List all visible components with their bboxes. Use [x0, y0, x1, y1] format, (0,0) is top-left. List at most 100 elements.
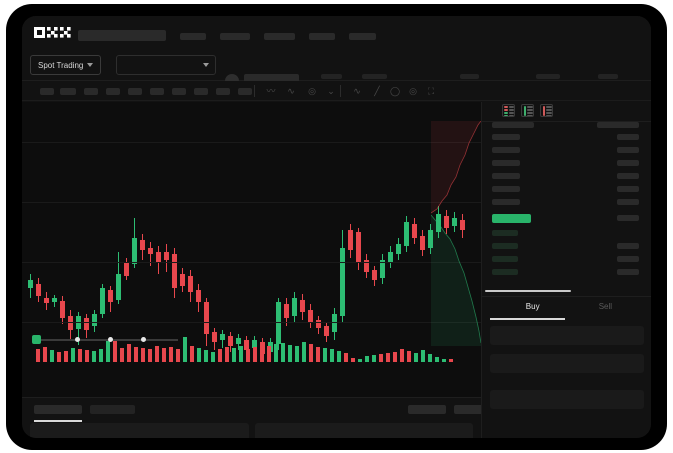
- orderbook-bid-row[interactable]: [492, 269, 518, 275]
- logo-o-glyph: [34, 27, 45, 38]
- orderbook-view-toggles: [502, 104, 553, 117]
- slider-handle[interactable]: [32, 335, 41, 344]
- orderbook-spread-size: [617, 215, 639, 221]
- trading-mode-button[interactable]: Spot Trading: [30, 55, 102, 75]
- order-book-panel: Buy Sell: [481, 102, 651, 438]
- volume-histogram: [36, 337, 453, 362]
- btm-action-1[interactable]: [408, 405, 446, 414]
- toolbar-divider: [340, 85, 341, 97]
- stat-label: [536, 74, 560, 79]
- orderbook-bid-size[interactable]: [617, 243, 639, 249]
- orderbook-bid-size[interactable]: [617, 269, 639, 275]
- orderbook-ask-size[interactable]: [617, 147, 639, 153]
- alert-icon[interactable]: ◎: [308, 86, 316, 96]
- order-book-rows[interactable]: [482, 121, 651, 294]
- order-book-scrollbar[interactable]: [485, 290, 571, 292]
- tool-interval-6[interactable]: [150, 88, 164, 95]
- gridline: [22, 322, 481, 323]
- tool-interval-3[interactable]: [84, 88, 98, 95]
- indicator-icon[interactable]: 〰: [266, 86, 276, 96]
- nav-item-1[interactable]: [180, 33, 206, 40]
- fullscreen-icon[interactable]: ⛶: [427, 86, 435, 96]
- orderbook-ask-row[interactable]: [492, 186, 520, 192]
- gridline: [22, 262, 481, 263]
- btm-action-2[interactable]: [454, 405, 492, 414]
- order-total-field[interactable]: [490, 390, 644, 409]
- nav-item-3[interactable]: [264, 33, 295, 40]
- tool-interval-5[interactable]: [128, 88, 142, 95]
- orderbook-header-right: [597, 122, 639, 128]
- bottom-panels: [22, 423, 481, 438]
- trading-mode-label: Spot Trading: [38, 60, 84, 70]
- search-input[interactable]: [78, 30, 166, 41]
- tab-buy[interactable]: Buy: [525, 302, 540, 311]
- nav-item-4[interactable]: [309, 33, 335, 40]
- order-amount-field[interactable]: [490, 354, 644, 373]
- bottom-panel-left[interactable]: [30, 423, 249, 438]
- pair-select[interactable]: [116, 55, 216, 75]
- tab-sell[interactable]: Sell: [598, 302, 613, 311]
- gridline: [22, 202, 481, 203]
- orders-tab-bar: [22, 397, 492, 423]
- stat-label: [321, 74, 342, 79]
- top-navigation-bar: [22, 16, 651, 49]
- tool-interval-10[interactable]: [238, 88, 252, 95]
- settings-icon[interactable]: ◎: [409, 86, 417, 96]
- orderbook-bid-row[interactable]: [492, 256, 518, 262]
- tool-interval-1[interactable]: [40, 88, 54, 95]
- slider-track: [36, 339, 178, 341]
- okx-logo[interactable]: [34, 27, 71, 38]
- price-chart[interactable]: [22, 102, 481, 397]
- orderbook-spread-highlight[interactable]: [492, 214, 531, 223]
- buy-sell-tabs: Buy Sell: [482, 296, 651, 320]
- orderbook-view-asks-icon[interactable]: [540, 104, 553, 117]
- nav-item-2[interactable]: [220, 33, 250, 40]
- orderbook-bid-size[interactable]: [617, 256, 639, 262]
- orderbook-ask-row[interactable]: [492, 160, 520, 166]
- tool-interval-2[interactable]: [60, 88, 76, 95]
- orderbook-ask-size[interactable]: [617, 134, 639, 140]
- orderbook-ask-row[interactable]: [492, 173, 520, 179]
- snapshot-icon[interactable]: ◯: [389, 86, 401, 96]
- slider-step-dot-2[interactable]: [108, 337, 113, 342]
- orderbook-ask-row[interactable]: [492, 134, 520, 140]
- orderbook-ask-size[interactable]: [617, 199, 639, 205]
- order-amount-slider[interactable]: [32, 334, 182, 346]
- tab-open-orders[interactable]: [34, 405, 82, 414]
- orderbook-view-bids-icon[interactable]: [521, 104, 534, 117]
- tab-order-history[interactable]: [90, 405, 135, 414]
- orderbook-ask-size[interactable]: [617, 160, 639, 166]
- orderbook-ask-size[interactable]: [617, 186, 639, 192]
- chevron-down-icon: [203, 63, 209, 67]
- orderbook-ask-size[interactable]: [617, 173, 639, 179]
- orderbook-ask-row[interactable]: [492, 147, 520, 153]
- orderbook-ask-row[interactable]: [492, 199, 520, 205]
- bottom-panel-right[interactable]: [254, 423, 473, 438]
- logo-k-glyph: [47, 27, 58, 38]
- active-tab-indicator: [34, 420, 82, 422]
- stat-label: [362, 74, 387, 79]
- order-price-field[interactable]: [490, 326, 644, 345]
- active-trade-tab-indicator: [490, 318, 565, 320]
- chevron-down-icon: [87, 63, 94, 67]
- slider-step-dot-1[interactable]: [75, 337, 80, 342]
- chart-toolbar: 〰 ∿ ◎ ⌄ ∿ ╱ ◯ ◎ ⛶: [22, 81, 651, 101]
- tool-interval-7[interactable]: [172, 88, 186, 95]
- nav-item-5[interactable]: [349, 33, 376, 40]
- device-frame: Spot Trading 〰 ∿ ◎ ⌄ ∿ ╱ ◯ ◎ ⛶: [6, 4, 667, 450]
- measure-icon[interactable]: ╱: [374, 86, 380, 96]
- orderbook-bid-row[interactable]: [492, 243, 518, 249]
- chevron-down-icon[interactable]: ⌄: [327, 86, 335, 96]
- orderbook-bid-row[interactable]: [492, 230, 518, 236]
- tool-interval-8[interactable]: [194, 88, 208, 95]
- slider-step-dot-3[interactable]: [141, 337, 146, 342]
- tool-interval-4[interactable]: [106, 88, 120, 95]
- line-style-icon[interactable]: ∿: [353, 86, 361, 96]
- compare-icon[interactable]: ∿: [287, 86, 295, 96]
- candlestick-series: [28, 206, 465, 360]
- depth-chart-overlay: [431, 121, 481, 346]
- app-screen: Spot Trading 〰 ∿ ◎ ⌄ ∿ ╱ ◯ ◎ ⛶: [22, 16, 651, 438]
- toolbar-divider: [254, 85, 255, 97]
- orderbook-view-both-icon[interactable]: [502, 104, 515, 117]
- tool-interval-9[interactable]: [216, 88, 230, 95]
